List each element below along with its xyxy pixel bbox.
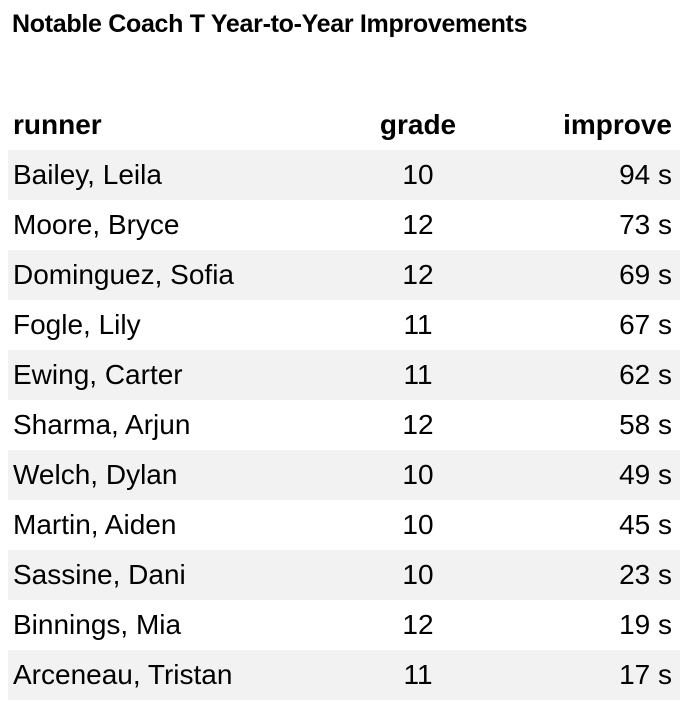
table-cell: Arceneau, Tristan — [13, 659, 233, 690]
table-cell: 62 s — [619, 359, 672, 390]
table-cell: 11 — [403, 359, 433, 390]
table-cell: 10 — [402, 159, 434, 190]
table-cell: 69 s — [619, 259, 672, 290]
table-cell: Dominguez, Sofia — [13, 259, 235, 290]
table-cell: 12 — [402, 259, 434, 290]
table-cell: Binnings, Mia — [13, 609, 182, 640]
table-cell: 94 s — [619, 159, 672, 190]
table-cell: Moore, Bryce — [13, 209, 180, 240]
table-cell: 73 s — [619, 209, 672, 240]
table-cell: Sassine, Dani — [13, 559, 186, 590]
table-cell: 10 — [402, 559, 434, 590]
table-cell: 11 — [403, 309, 433, 340]
table-cell: 10 — [402, 509, 434, 540]
table-cell: Ewing, Carter — [13, 359, 183, 390]
title: Notable Coach T Year-to-Year Improvement… — [12, 10, 528, 38]
table-row: Martin, Aiden 10 45 s — [8, 500, 680, 550]
table-row: Binnings, Mia 12 19 s — [8, 600, 680, 650]
table-cell: 12 — [402, 409, 434, 440]
table-row: Moore, Bryce 12 73 s — [8, 200, 680, 250]
table-cell: 45 s — [619, 509, 672, 540]
table-row: Fogle, Lily 11 67 s — [8, 300, 680, 350]
header-cell: runner — [13, 109, 102, 140]
table-cell: Sharma, Arjun — [13, 409, 191, 440]
table-cell: 49 s — [619, 459, 672, 490]
table-cell: Welch, Dylan — [13, 459, 178, 490]
header-cell: improve — [563, 109, 672, 140]
table-row: Sharma, Arjun 12 58 s — [8, 400, 680, 450]
table-cell: 67 s — [619, 309, 672, 340]
table-cell: 12 — [402, 209, 434, 240]
table-cell: 17 s — [619, 659, 672, 690]
table-cell: Martin, Aiden — [13, 509, 177, 540]
table-cell: 11 — [403, 659, 433, 690]
table-cell: 12 — [402, 609, 434, 640]
table-cell: 58 s — [619, 409, 672, 440]
table-row: Ewing, Carter 11 62 s — [8, 350, 680, 400]
table-cell: Bailey, Leila — [13, 159, 162, 190]
table-cell: 19 s — [619, 609, 672, 640]
table-row: Dominguez, Sofia 12 69 s — [8, 250, 680, 300]
table-row: Arceneau, Tristan 11 17 s — [8, 650, 680, 700]
table-row: Bailey, Leila 10 94 s — [8, 150, 680, 200]
table-cell: 23 s — [619, 559, 672, 590]
table-cell: Fogle, Lily — [13, 309, 141, 340]
table-row: Sassine, Dani 10 23 s — [8, 550, 680, 600]
header-cell: grade — [379, 109, 457, 140]
table-row: Welch, Dylan 10 49 s — [8, 450, 680, 500]
table-cell: 10 — [402, 459, 434, 490]
header-row: runner grade improve — [8, 100, 680, 150]
